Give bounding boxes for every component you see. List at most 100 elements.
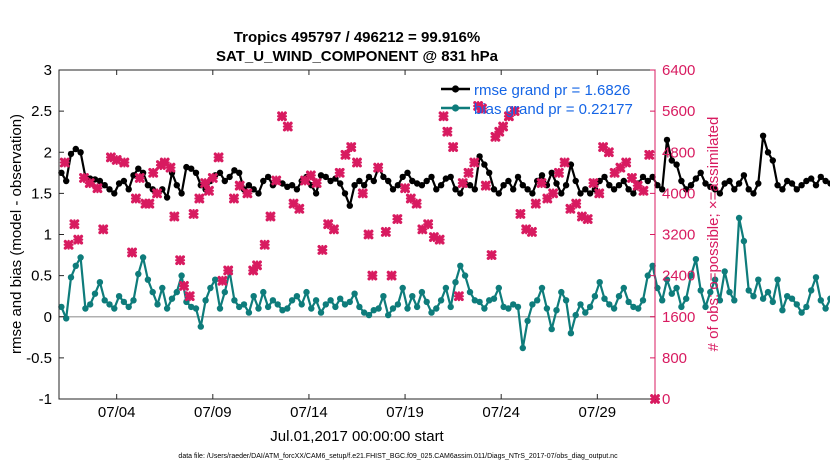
bias-point (77, 254, 84, 261)
rmse-point (514, 173, 522, 181)
rmse-point (163, 194, 171, 201)
rmse-point (423, 177, 430, 185)
bias-series (58, 214, 830, 352)
bias-point (466, 288, 474, 296)
rmse-point (317, 172, 325, 179)
obs-count-point (621, 157, 632, 168)
bias-point (433, 305, 440, 312)
bias-point (548, 325, 555, 333)
rmse-point (562, 182, 570, 189)
bias-point (707, 288, 714, 296)
right-y-tick-label: 4800 (662, 144, 695, 161)
x-tick-label: 07/19 (386, 404, 424, 421)
rmse-point (106, 186, 113, 193)
bias-point (178, 272, 185, 279)
bias-point (577, 301, 584, 308)
bias-point (630, 303, 637, 311)
rmse-point (409, 177, 416, 185)
rmse-point (707, 183, 714, 190)
legend-rmse-marker (451, 85, 460, 93)
rmse-point (721, 180, 728, 187)
bias-point (356, 303, 363, 311)
bias-point (788, 295, 796, 302)
data-file-footnote: data file: /Users/raeder/DAI/ATM_forcXX/… (178, 453, 618, 460)
bias-point (817, 297, 824, 304)
rmse-point (481, 161, 488, 168)
rmse-point (683, 186, 690, 193)
rmse-point (288, 182, 296, 189)
rmse-point (413, 180, 421, 187)
bias-point (596, 279, 603, 286)
bias-point (111, 305, 118, 312)
obs-count-point (152, 188, 163, 199)
right-y-axis-ticks: 0 800 1600 2400 3200 4000 4800 5600 6400 (650, 62, 695, 408)
rmse-point (279, 180, 286, 187)
bias-point (91, 290, 99, 297)
rmse-point (337, 180, 344, 187)
obs-count-point (169, 211, 180, 222)
obs-count-point (476, 103, 487, 114)
bias-point (197, 323, 204, 330)
rmse-point (615, 182, 623, 189)
bias-point (312, 297, 320, 304)
rmse-point (519, 182, 526, 189)
rmse-point (135, 165, 142, 172)
obs-count-point (509, 106, 520, 117)
bias-point (495, 284, 502, 292)
rmse-point (77, 149, 84, 156)
rmse-point (764, 149, 772, 156)
bias-point (332, 303, 339, 311)
rmse-point (827, 180, 830, 187)
bias-point (346, 298, 353, 306)
rmse-point (538, 172, 546, 179)
rmse-point (490, 186, 498, 193)
bias-point (250, 293, 257, 300)
rmse-point (793, 186, 800, 193)
bias-point (413, 303, 421, 311)
bias-point (337, 295, 344, 302)
obs-count-point (69, 219, 80, 230)
rmse-point (192, 169, 200, 176)
bias-point (553, 307, 560, 314)
rmse-point (173, 182, 180, 189)
obs-count-point (603, 147, 614, 158)
bias-point (101, 297, 108, 304)
bias-point (385, 311, 392, 319)
left-y-tick-label: 2.5 (31, 103, 52, 120)
bias-point (683, 295, 690, 302)
bias-point (649, 262, 656, 269)
bias-point (188, 303, 195, 311)
obs-count-point (392, 214, 403, 225)
rmse-point (788, 180, 796, 187)
rmse-point (654, 182, 661, 189)
right-y-tick-label: 3200 (662, 227, 695, 244)
bias-point (798, 309, 805, 316)
rmse-point (740, 172, 748, 179)
obs-count-point (277, 111, 288, 122)
bias-point (745, 287, 752, 294)
left-y-tick-label: -1 (39, 391, 52, 408)
obs-count-point (411, 198, 422, 209)
x-axis-label: Jul.01,2017 00:00:00 start (270, 428, 444, 445)
obs-count-point (228, 193, 239, 204)
bias-point (510, 301, 517, 308)
bias-point (644, 272, 651, 279)
rmse-point (226, 173, 233, 181)
rmse-point (731, 186, 738, 193)
bias-point (731, 297, 738, 304)
bias-point (476, 298, 483, 306)
bias-point (687, 272, 695, 279)
obs-count-point (486, 250, 497, 261)
chart-title-line1: Tropics 495797 / 496212 = 99.916% (234, 29, 480, 46)
bias-point (216, 305, 224, 312)
bias-point (461, 272, 469, 279)
rmse-point (144, 182, 152, 189)
obs-count-point (480, 180, 491, 191)
rmse-point (380, 173, 387, 181)
rmse-point (370, 177, 377, 185)
obs-count-point (571, 198, 582, 209)
obs-count-point (559, 157, 570, 168)
bias-point (341, 301, 349, 308)
obs-count-point (423, 219, 434, 230)
legend-bias-label: bias grand pr = 0.22177 (474, 101, 633, 118)
